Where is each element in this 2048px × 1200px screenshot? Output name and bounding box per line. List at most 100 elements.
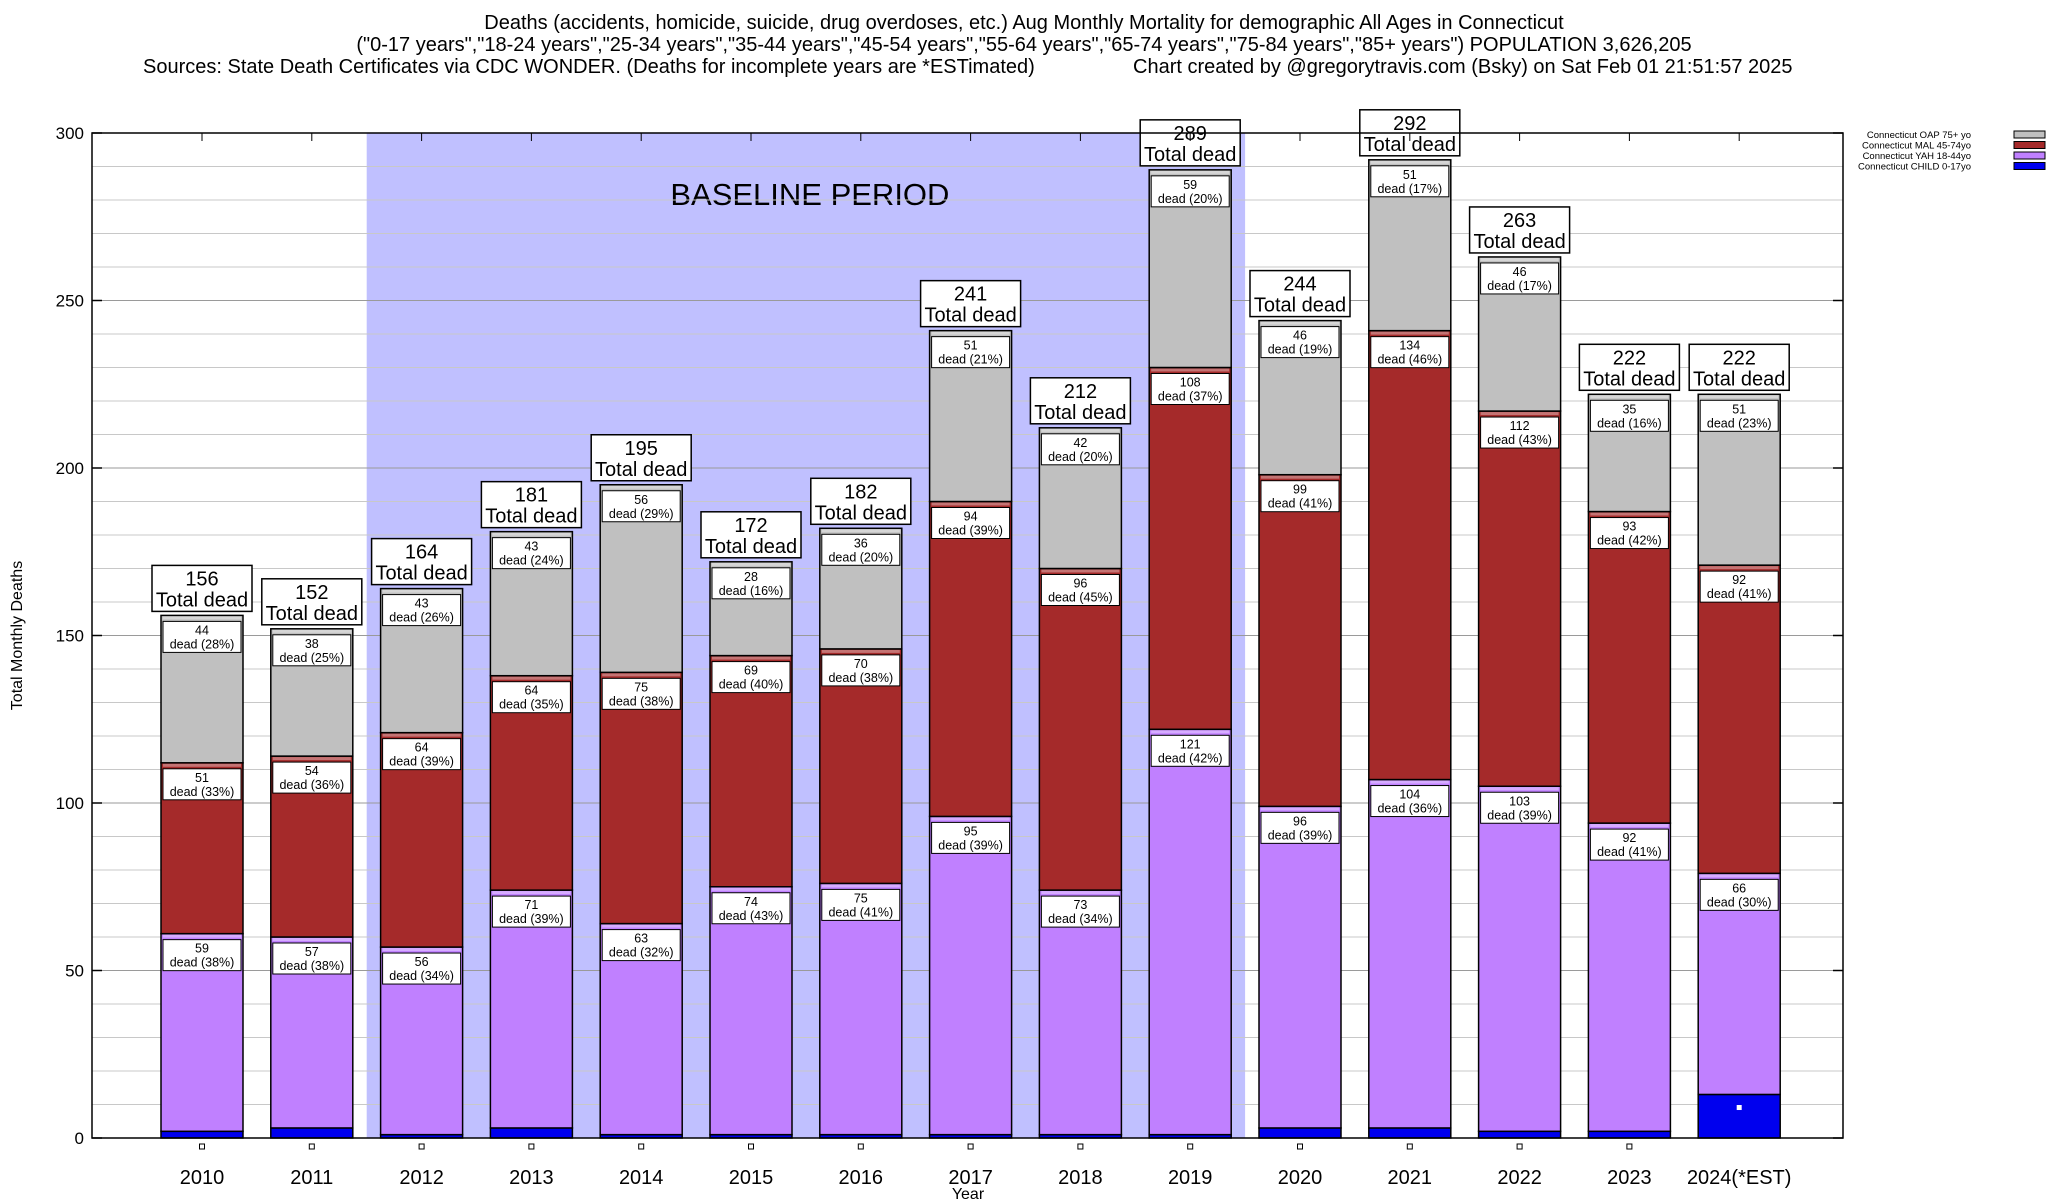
segment-label-box [821, 654, 901, 687]
segment-percent-label: dead (28%) [170, 637, 235, 651]
segment-percent-label: dead (20%) [828, 550, 893, 564]
segment-label-box [1260, 811, 1340, 844]
bar-segment-highlight [712, 656, 790, 660]
segment-value-label: 51 [1732, 402, 1746, 416]
bar-marker [748, 1143, 754, 1150]
segment-label-box [491, 895, 571, 928]
chart-title: Deaths (accidents, homicide, suicide, dr… [484, 12, 1564, 34]
segment-percent-label: dead (45%) [1048, 591, 1113, 605]
segment-percent-label: dead (33%) [170, 785, 235, 799]
segment-value-label: 96 [1073, 577, 1087, 591]
total-suffix-label: Total dead [924, 305, 1016, 327]
total-suffix-label: Total dead [1364, 134, 1456, 156]
segment-value-label: 66 [1732, 881, 1746, 895]
segment-label-box [162, 768, 242, 801]
bar-marker [857, 1143, 864, 1150]
bar-segment [1477, 410, 1562, 787]
total-suffix-label: Total dead [1034, 402, 1126, 424]
segment-value-label: 51 [964, 339, 978, 353]
segment-percent-label: dead (34%) [1048, 912, 1113, 926]
total-label-box [261, 578, 363, 626]
segment-percent-label: dead (32%) [609, 946, 674, 960]
segment-label-box [711, 567, 791, 600]
segment-value-label: 35 [1622, 402, 1636, 416]
segment-percent-label: dead (29%) [609, 507, 674, 521]
total-label-box [1688, 343, 1790, 392]
y-axis-title: Total Monthly Deaths [9, 561, 26, 710]
segment-value-label: 64 [524, 684, 538, 698]
bar-segment-highlight [272, 938, 351, 941]
segment-value-label: 96 [1293, 814, 1307, 828]
chart-credit: Chart created by @gregorytravis.com (Bsk… [1133, 56, 1793, 78]
segment-value-label: 104 [1399, 788, 1420, 802]
segment-label-box [1040, 895, 1120, 928]
segment-value-label: 112 [1510, 419, 1530, 433]
segment-label-box [272, 761, 352, 794]
baseline-label: BASELINE PERIOD [670, 177, 949, 212]
segment-value-label: 59 [195, 942, 209, 956]
total-suffix-label: Total dead [375, 563, 467, 585]
segment-percent-label: dead (34%) [389, 969, 454, 983]
segment-label-box [601, 929, 681, 962]
bar-segment-highlight [1261, 321, 1339, 325]
segment-percent-label: dead (41%) [1707, 587, 1772, 601]
segment-value-label: 44 [195, 623, 209, 637]
bar-segment [928, 815, 1013, 1136]
bar-segment-highlight [1480, 257, 1559, 261]
total-value-label: 222 [1723, 347, 1756, 369]
bar-marker [418, 1143, 425, 1150]
total-suffix-label: Total dead [705, 536, 797, 558]
segment-value-label: 46 [1293, 329, 1307, 343]
segment-label-box [1589, 517, 1669, 550]
x-tick-label: 2017 [948, 1167, 993, 1189]
segment-value-label: 75 [634, 680, 648, 694]
segment-value-label: 99 [1293, 483, 1307, 497]
x-tick-label: 2019 [1168, 1167, 1213, 1189]
bar-segment-highlight [1041, 891, 1120, 895]
legend-label: Connecticut OAP 75+ yo [1867, 130, 1971, 141]
bar-segment-highlight [382, 589, 461, 593]
bar-segment [270, 1127, 354, 1139]
bar-segment-highlight [1151, 368, 1230, 372]
total-suffix-label: Total dead [1583, 368, 1675, 390]
total-label-box [370, 537, 473, 586]
segment-percent-label: dead (43%) [719, 909, 784, 923]
legend-swatch [2013, 151, 2046, 160]
segment-label-box [272, 942, 352, 975]
bar-segment [489, 889, 574, 1129]
bar-marker [1077, 1143, 1084, 1150]
bar-marker [967, 1143, 974, 1150]
bar-segment-highlight [272, 757, 351, 761]
chart-title-block: Deaths (accidents, homicide, suicide, dr… [0, 12, 2048, 78]
bar-segment [1258, 805, 1342, 1129]
segment-value-label: 28 [744, 570, 758, 584]
bar-segment-highlight [602, 485, 681, 489]
bar-segment-highlight [492, 532, 571, 536]
legend-label: Connecticut MAL 45-74yo [1862, 141, 1971, 152]
total-value-label: 244 [1283, 274, 1316, 296]
bar-segment-highlight [1151, 730, 1230, 734]
bar-segment-highlight [1590, 395, 1669, 399]
segment-label-box [382, 738, 462, 771]
total-label-box [590, 434, 692, 482]
total-label-box [151, 564, 253, 613]
x-tick-label: 2022 [1497, 1167, 1542, 1189]
segment-label-box [821, 888, 901, 921]
bar-segment-highlight [163, 934, 241, 938]
total-label-box [1468, 206, 1571, 254]
bar-segment-highlight [492, 891, 571, 895]
bar-segment-highlight [1480, 412, 1559, 416]
x-tick-label: 2010 [180, 1167, 225, 1189]
bar-marker [1406, 1143, 1413, 1150]
bar-segment-highlight [1590, 512, 1669, 516]
bar-segment [489, 1127, 574, 1139]
segment-label-box [601, 490, 681, 523]
segment-value-label: 92 [1622, 831, 1636, 845]
segment-value-label: 103 [1509, 794, 1530, 808]
segment-label-box [1699, 878, 1779, 911]
bar-segment [1587, 822, 1672, 1133]
segment-value-label: 51 [195, 771, 209, 785]
axes: 0 50 100 150 200 250 300 2010 2011 2012 2013 2014 20… [9, 124, 1844, 1200]
total-value-label: 195 [625, 438, 658, 460]
